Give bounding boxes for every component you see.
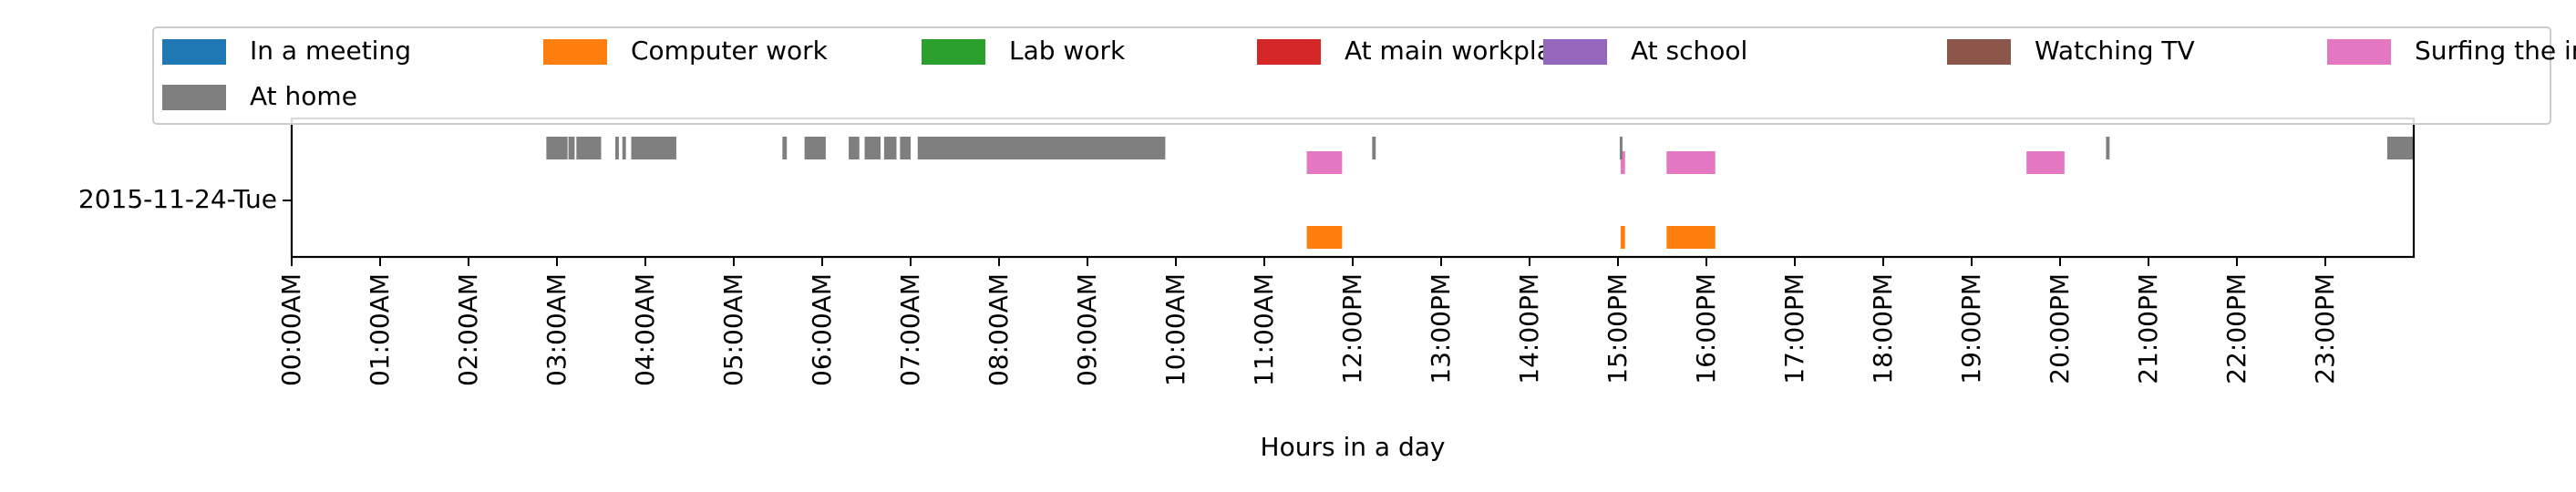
bar-at-home-12 (917, 137, 1166, 159)
bar-surfing-the-internet-0 (1306, 151, 1343, 174)
bar-computer-work-1 (1620, 226, 1625, 249)
legend-label: Lab work (1009, 36, 1126, 66)
x-tick-label: 21:00PM (2133, 273, 2163, 384)
legend-label: In a meeting (250, 36, 411, 66)
legend-label: At home (250, 81, 357, 111)
bar-at-home-0 (546, 137, 568, 159)
bar-at-home-7 (804, 137, 826, 159)
bar-at-home-13 (1372, 137, 1376, 159)
legend: In a meeting Computer work Lab work At main… (152, 26, 2576, 125)
bar-at-home-16 (2386, 137, 2414, 159)
x-tick-label: 18:00PM (1868, 273, 1898, 384)
x-tick-label: 05:00AM (718, 273, 748, 386)
x-tick-label: 16:00PM (1691, 273, 1721, 384)
row-label: 2015-11-24-Tue (78, 184, 277, 214)
x-tick-label: 12:00PM (1337, 273, 1367, 384)
bar-computer-work-2 (1666, 226, 1716, 249)
legend-label: Watching TV (2035, 36, 2195, 66)
bar-at-home-14 (1619, 137, 1623, 159)
x-tick-label: 23:00PM (2310, 273, 2340, 384)
bar-computer-work-0 (1306, 226, 1343, 249)
bar-at-home-10 (883, 137, 897, 159)
x-tick-label: 15:00PM (1602, 273, 1633, 384)
legend-swatch (162, 85, 226, 110)
x-tick-label: 17:00PM (1779, 273, 1809, 384)
x-tick-label: 07:00AM (895, 273, 925, 386)
x-tick-label: 01:00AM (365, 273, 395, 386)
legend-swatch (1543, 39, 1607, 65)
bar-at-home-5 (631, 137, 676, 159)
x-tick-label: 09:00AM (1072, 273, 1102, 386)
bar-at-home-2 (576, 137, 602, 159)
x-tick-label: 22:00PM (2221, 273, 2251, 384)
x-tick-label: 00:00AM (276, 273, 306, 386)
legend-swatch (1947, 39, 2011, 65)
x-axis-ticks: 00:00AM 01:00AM 02:00AM 03:00AM 04:00AM 05:00… (276, 257, 2340, 386)
x-tick-label: 10:00AM (1160, 273, 1190, 386)
x-tick-label: 19:00PM (1956, 273, 1986, 384)
plot-frame (290, 117, 2416, 259)
bar-at-home-8 (849, 137, 860, 159)
x-tick-label: 20:00PM (2045, 273, 2075, 384)
bar-surfing-the-internet-3 (2026, 151, 2065, 174)
bar-at-home-3 (615, 137, 619, 159)
x-tick-label: 03:00AM (541, 273, 572, 386)
legend-label: Surfing the internet (2415, 36, 2576, 66)
bar-surfing-the-internet-1 (1620, 151, 1625, 174)
x-tick-label: 02:00AM (453, 273, 483, 386)
x-axis-label: Hours in a day (1261, 432, 1446, 462)
legend-swatch (922, 39, 985, 65)
x-tick-label: 14:00PM (1514, 273, 1544, 384)
bar-at-home-4 (622, 137, 626, 159)
bar-at-home-6 (782, 137, 788, 159)
legend-swatch (2327, 39, 2391, 65)
bar-at-home-1 (568, 137, 575, 159)
x-tick-label: 13:00PM (1426, 273, 1456, 384)
bar-at-home-11 (900, 137, 911, 159)
legend-label: Computer work (631, 36, 829, 66)
bar-at-home-15 (2106, 137, 2110, 159)
bars-layer (546, 137, 2414, 249)
x-tick-label: 11:00AM (1249, 273, 1279, 386)
x-tick-label: 06:00AM (807, 273, 837, 386)
legend-swatch (162, 39, 226, 65)
legend-swatch (1257, 39, 1321, 65)
x-tick-label: 04:00AM (630, 273, 660, 386)
y-axis: 2015-11-24-Tue (78, 184, 292, 214)
bar-surfing-the-internet-2 (1666, 151, 1716, 174)
legend-swatch (543, 39, 607, 65)
bar-at-home-9 (864, 137, 881, 159)
legend-label: At main workplace (1345, 36, 1582, 66)
x-tick-label: 08:00AM (984, 273, 1014, 386)
legend-label: At school (1631, 36, 1747, 66)
